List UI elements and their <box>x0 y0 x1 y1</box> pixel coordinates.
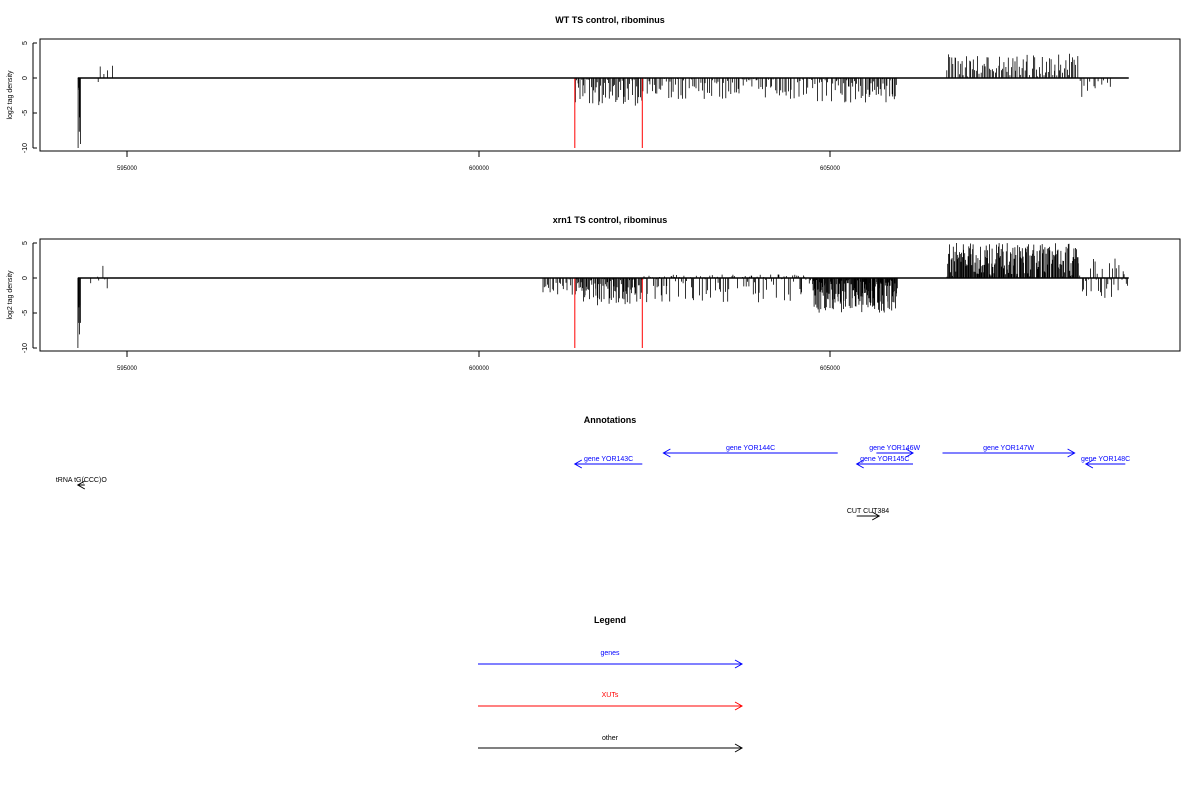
feature-arrowhead <box>573 459 583 469</box>
xrn1-density-panel: xrn1 TS control, ribominus log2 tag dens… <box>7 215 1181 372</box>
legend-item-other: other <box>478 735 744 753</box>
xrn1-y-tick-label: -5 <box>22 310 29 316</box>
legend-arrowhead <box>734 743 744 753</box>
xrn1-x-tick-label: 605000 <box>820 366 841 372</box>
wt-y-tick-label: -10 <box>22 143 29 153</box>
wt-plot-frame <box>39 38 1181 152</box>
annotation-feature: CUT CUT384 <box>847 508 889 521</box>
annotations-title: Annotations <box>584 415 637 425</box>
feature-label: gene YOR148C <box>1081 456 1130 463</box>
feature-arrowhead <box>855 459 864 469</box>
wt-x-tick-label: 600000 <box>469 166 490 172</box>
xrn1-y-axis-label: log2 tag density <box>7 270 14 320</box>
xrn1-x-axis: 595000 600000 605000 <box>117 351 841 372</box>
legend-label: other <box>602 735 619 742</box>
feature-arrowhead <box>1067 448 1076 458</box>
wt-y-axis: 5 0 -5 -10 <box>22 41 37 153</box>
feature-arrowhead <box>662 448 671 458</box>
wt-x-axis: 595000 600000 605000 <box>117 151 841 172</box>
xrn1-y-tick-label: 0 <box>22 276 29 280</box>
legend-label: XUTs <box>602 692 619 699</box>
xrn1-panel-title: xrn1 TS control, ribominus <box>553 215 668 225</box>
feature-label: gene YOR146W <box>869 445 920 452</box>
feature-label: gene YOR143C <box>584 456 633 463</box>
xrn1-signal-bars <box>77 243 1128 348</box>
wt-y-tick-label: 5 <box>22 41 29 45</box>
feature-label: gene YOR147W <box>983 445 1034 452</box>
wt-y-tick-label: -5 <box>22 110 29 116</box>
wt-y-axis-label: log2 tag density <box>7 70 14 120</box>
legend-arrowhead <box>734 659 744 669</box>
xrn1-y-axis: 5 0 -5 -10 <box>22 241 37 353</box>
legend-item-genes: genes <box>478 650 744 669</box>
annotation-feature: gene YOR147W <box>942 445 1076 458</box>
feature-label: gene YOR144C <box>726 445 775 452</box>
xrn1-y-tick-label: -10 <box>22 343 29 353</box>
xrn1-x-tick-label: 600000 <box>469 366 490 372</box>
wt-panel-title: WT TS control, ribominus <box>555 15 665 25</box>
annotation-feature: gene YOR143C <box>573 456 643 469</box>
feature-label: gene YOR145C <box>860 456 909 463</box>
legend-label: genes <box>600 650 620 657</box>
legend-item-xuts: XUTs <box>478 692 744 711</box>
feature-arrowhead <box>905 448 915 458</box>
legend-title: Legend <box>594 615 626 625</box>
feature-arrowhead <box>871 511 881 521</box>
annotation-feature: gene YOR146W <box>869 445 921 458</box>
feature-arrowhead <box>76 480 86 490</box>
xrn1-xut-markers <box>574 278 643 348</box>
annotation-feature: gene YOR144C <box>662 445 838 458</box>
legend-arrowhead <box>734 701 744 711</box>
annotation-feature: gene YOR145C <box>855 456 913 469</box>
legend: Legend genes XUTs other <box>478 615 744 753</box>
wt-y-tick-label: 0 <box>22 76 29 80</box>
wt-density-panel: WT TS control, ribominus log2 tag densit… <box>7 15 1181 172</box>
feature-arrowhead <box>1084 459 1094 469</box>
annotation-feature: tRNA tG(CCC)O <box>56 477 108 490</box>
feature-label: CUT CUT384 <box>847 508 889 515</box>
annotation-feature: gene YOR148C <box>1081 456 1130 469</box>
wt-x-tick-label: 605000 <box>820 166 841 172</box>
xrn1-x-tick-label: 595000 <box>117 366 138 372</box>
wt-x-tick-label: 595000 <box>117 166 138 172</box>
wt-xut-markers <box>574 78 643 148</box>
xrn1-plot-frame <box>39 238 1181 352</box>
wt-signal-bars <box>77 53 1111 148</box>
feature-label: tRNA tG(CCC)O <box>56 477 108 484</box>
annotation-features: gene YOR143C gene YOR144C gene YOR145C gene… <box>56 445 1130 521</box>
xrn1-y-tick-label: 5 <box>22 241 29 245</box>
